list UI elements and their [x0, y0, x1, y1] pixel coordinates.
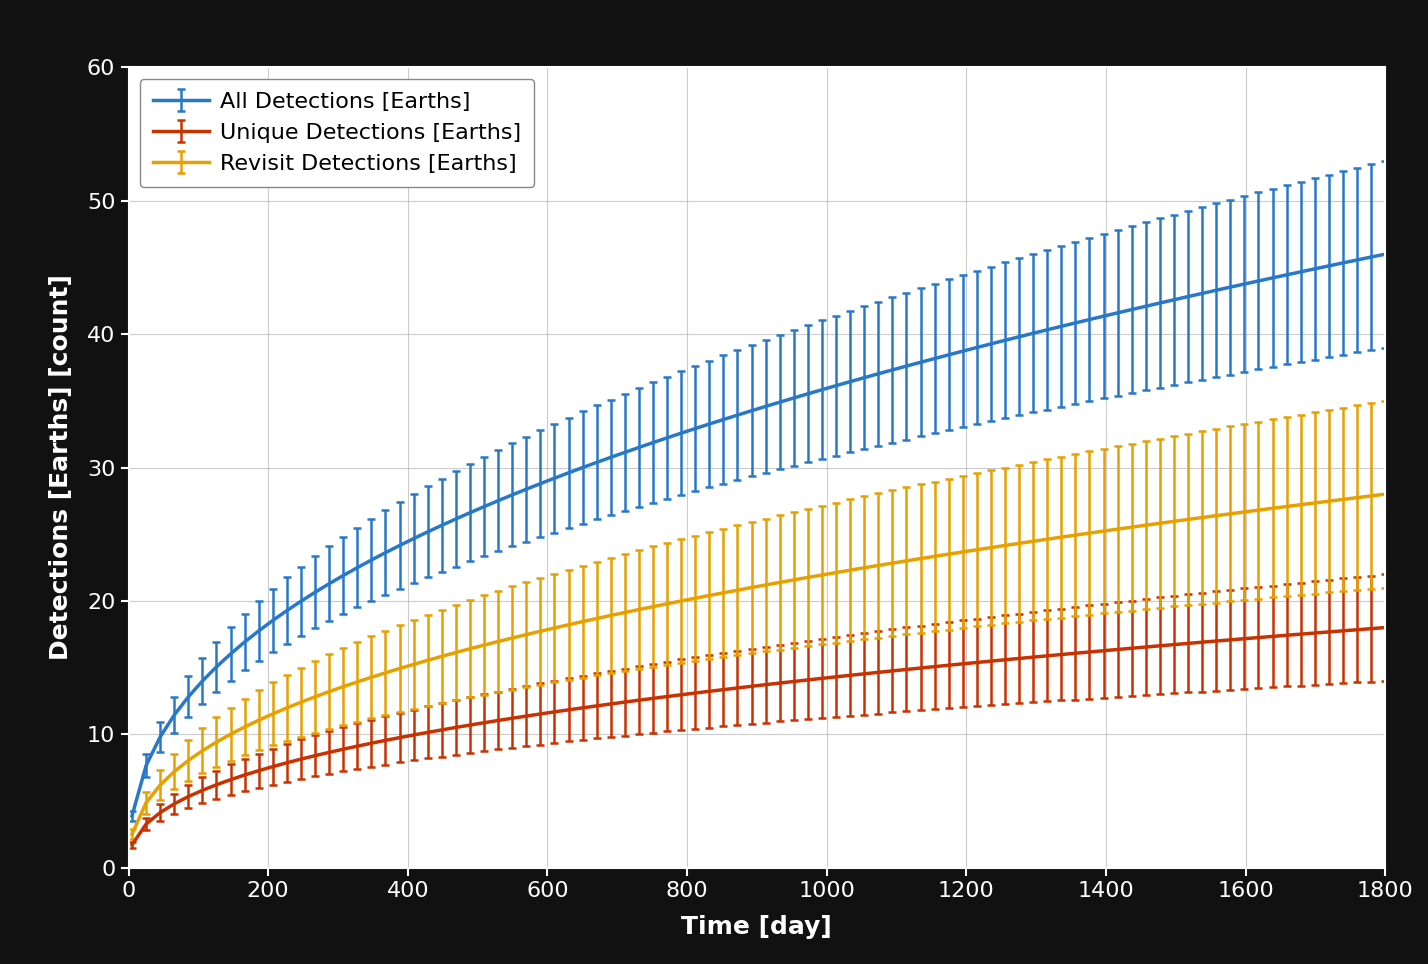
Y-axis label: Detections [Earths] [count]: Detections [Earths] [count] — [49, 275, 73, 660]
Legend: All Detections [Earths], Unique Detections [Earths], Revisit Detections [Earths]: All Detections [Earths], Unique Detectio… — [140, 79, 534, 187]
X-axis label: Time [day]: Time [day] — [681, 915, 833, 939]
